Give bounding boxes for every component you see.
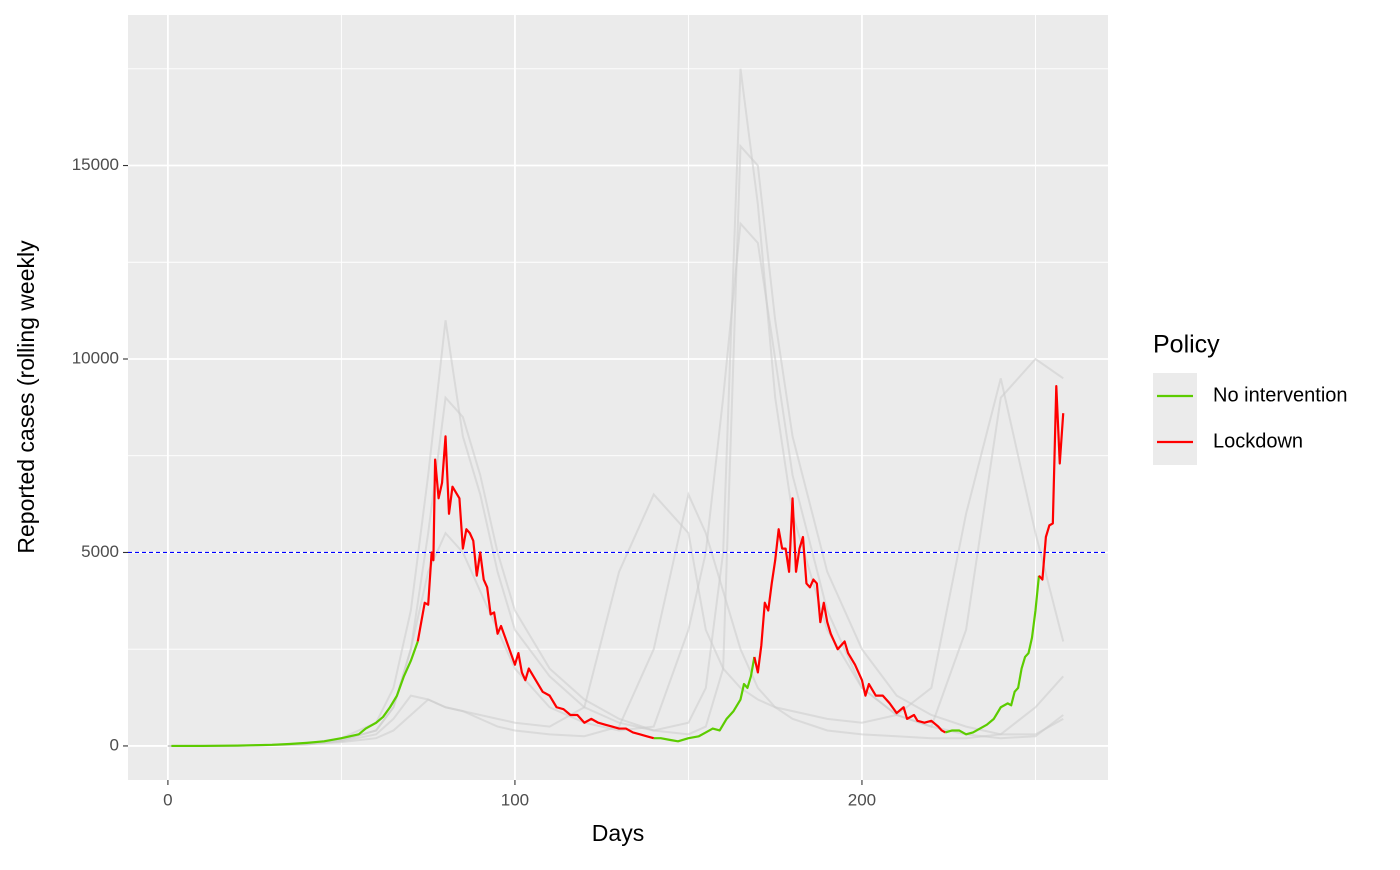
y-tick-label: 15000 xyxy=(72,155,119,174)
x-tick-label: 100 xyxy=(501,790,529,809)
simulation-line xyxy=(167,378,1065,747)
series-line xyxy=(416,384,1065,740)
y-tick-label: 10000 xyxy=(72,348,119,367)
simulation-line xyxy=(167,491,1064,747)
y-tick-label: 5000 xyxy=(81,542,119,561)
x-axis-title: Days xyxy=(592,820,644,846)
x-tick-label: 200 xyxy=(848,790,876,809)
legend: No intervention Lockdown xyxy=(1153,373,1348,465)
x-tick-label: 0 xyxy=(163,790,172,809)
y-axis-title: Reported cases (rolling weekly xyxy=(13,240,39,554)
legend-label: Lockdown xyxy=(1213,430,1303,452)
axes: 0 5000 10000 15000 0 100 200 xyxy=(72,155,876,809)
series-line xyxy=(171,575,1041,748)
y-tick-label: 0 xyxy=(110,735,119,754)
plot-panel xyxy=(128,15,1108,780)
lines xyxy=(128,384,1108,748)
legend-title: Policy xyxy=(1153,331,1220,359)
legend-label: No intervention xyxy=(1213,384,1348,406)
